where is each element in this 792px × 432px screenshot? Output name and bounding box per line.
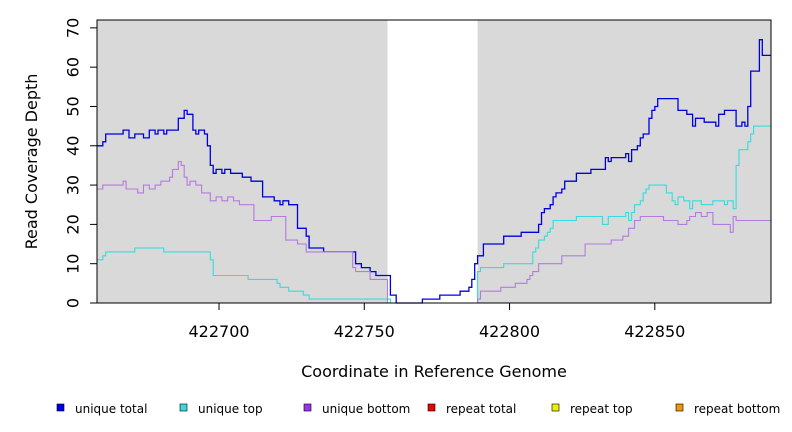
y-axis: 0 10 20 30 40 50 60 70 bbox=[64, 18, 97, 308]
x-axis: 422700 422750 422800 422850 bbox=[188, 303, 685, 341]
legend-swatch bbox=[179, 403, 188, 412]
legend-swatch bbox=[675, 403, 684, 412]
shaded-regions bbox=[97, 20, 771, 303]
x-tick-label: 422750 bbox=[334, 322, 395, 341]
legend-item-repeat-total: repeat total bbox=[427, 402, 516, 416]
legend-swatch bbox=[551, 403, 560, 412]
series-unique-bottom bbox=[97, 160, 771, 304]
legend-label: unique top bbox=[198, 402, 263, 416]
y-tick-label: 60 bbox=[64, 57, 83, 77]
legend-label: repeat bottom bbox=[694, 402, 780, 416]
legend-item-unique-top: unique top bbox=[179, 402, 263, 416]
y-tick-label: 10 bbox=[64, 254, 83, 274]
y-tick-label: 0 bbox=[64, 298, 83, 308]
legend-label: repeat total bbox=[446, 402, 516, 416]
legend-item-unique-total: unique total bbox=[56, 402, 147, 416]
legend-swatch bbox=[303, 403, 312, 412]
y-tick-label: 70 bbox=[64, 18, 83, 38]
x-tick-label: 422800 bbox=[479, 322, 540, 341]
legend-swatch bbox=[427, 403, 436, 412]
legend-item-repeat-top: repeat top bbox=[551, 402, 633, 416]
x-axis-title: Coordinate in Reference Genome bbox=[301, 362, 567, 381]
legend: unique total unique top unique bottom repea… bbox=[56, 402, 780, 416]
series-unique-total bbox=[97, 39, 771, 304]
legend-label: unique bottom bbox=[322, 402, 410, 416]
legend-item-repeat-bottom: repeat bottom bbox=[675, 402, 780, 416]
y-tick-label: 40 bbox=[64, 136, 83, 156]
y-tick-label: 20 bbox=[64, 214, 83, 234]
legend-label: repeat top bbox=[570, 402, 633, 416]
x-tick-label: 422700 bbox=[188, 322, 249, 341]
legend-label: unique total bbox=[75, 402, 147, 416]
x-tick-label: 422850 bbox=[624, 322, 685, 341]
y-axis-title: Read Coverage Depth bbox=[22, 74, 41, 250]
y-tick-label: 30 bbox=[64, 175, 83, 195]
shaded-region-1 bbox=[477, 20, 771, 303]
legend-item-unique-bottom: unique bottom bbox=[303, 402, 410, 416]
series-unique-top bbox=[97, 125, 771, 304]
shaded-region-0 bbox=[97, 20, 388, 303]
y-tick-label: 50 bbox=[64, 96, 83, 116]
legend-swatch bbox=[56, 403, 65, 412]
plot-frame bbox=[96, 19, 772, 304]
